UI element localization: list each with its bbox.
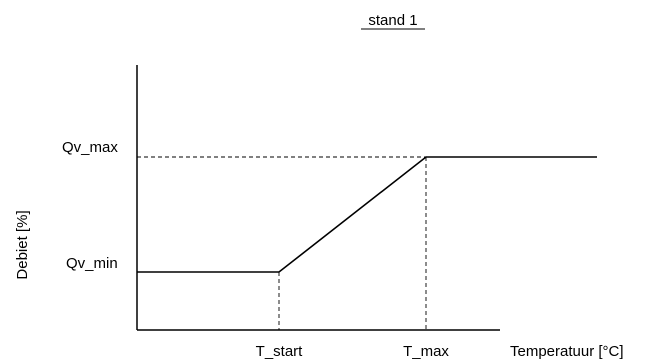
t-start-label: T_start [256, 343, 304, 360]
diagram-title: stand 1 [368, 12, 417, 29]
qv-min-label: Qv_min [66, 255, 118, 272]
qv-max-label: Qv_max [62, 139, 118, 156]
x-axis-label: Temperatuur [°C] [510, 343, 624, 360]
y-axis-label: Debiet [%] [14, 210, 31, 279]
t-max-label: T_max [403, 343, 449, 360]
flow-curve [137, 156, 597, 273]
